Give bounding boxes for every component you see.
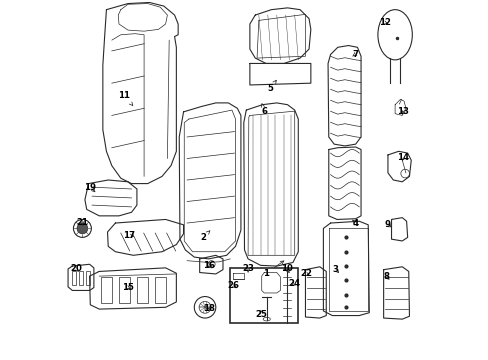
Text: 16: 16 [203, 261, 215, 270]
Bar [137, 277, 147, 303]
Text: 3: 3 [332, 265, 338, 274]
Bar [79, 271, 83, 285]
Text: 24: 24 [287, 279, 300, 288]
Text: 12: 12 [379, 18, 390, 27]
Text: 10: 10 [280, 265, 292, 274]
Text: 22: 22 [300, 269, 311, 278]
Bar [155, 277, 165, 303]
Text: 1: 1 [263, 261, 283, 278]
Text: 25: 25 [255, 310, 267, 319]
Text: 20: 20 [70, 265, 81, 274]
Text: 2: 2 [200, 231, 209, 242]
Text: 8: 8 [383, 272, 388, 281]
Text: 11: 11 [118, 91, 133, 105]
Text: 13: 13 [396, 107, 408, 116]
Bar [230, 268, 298, 323]
Bar [72, 271, 76, 285]
Bar [86, 271, 90, 285]
Text: 5: 5 [267, 80, 276, 93]
Text: 17: 17 [122, 231, 135, 240]
Text: 14: 14 [396, 153, 408, 162]
Circle shape [77, 223, 88, 234]
Text: 18: 18 [203, 304, 215, 313]
Text: 9: 9 [384, 220, 391, 229]
Text: 4: 4 [352, 219, 358, 228]
Bar [119, 277, 129, 303]
Text: 6: 6 [261, 104, 266, 116]
Text: 19: 19 [84, 183, 96, 192]
Bar [101, 277, 112, 303]
Text: 23: 23 [242, 265, 254, 274]
Text: 21: 21 [76, 218, 88, 227]
Text: 26: 26 [227, 281, 239, 290]
Text: 15: 15 [122, 283, 134, 292]
Text: 7: 7 [351, 50, 357, 59]
